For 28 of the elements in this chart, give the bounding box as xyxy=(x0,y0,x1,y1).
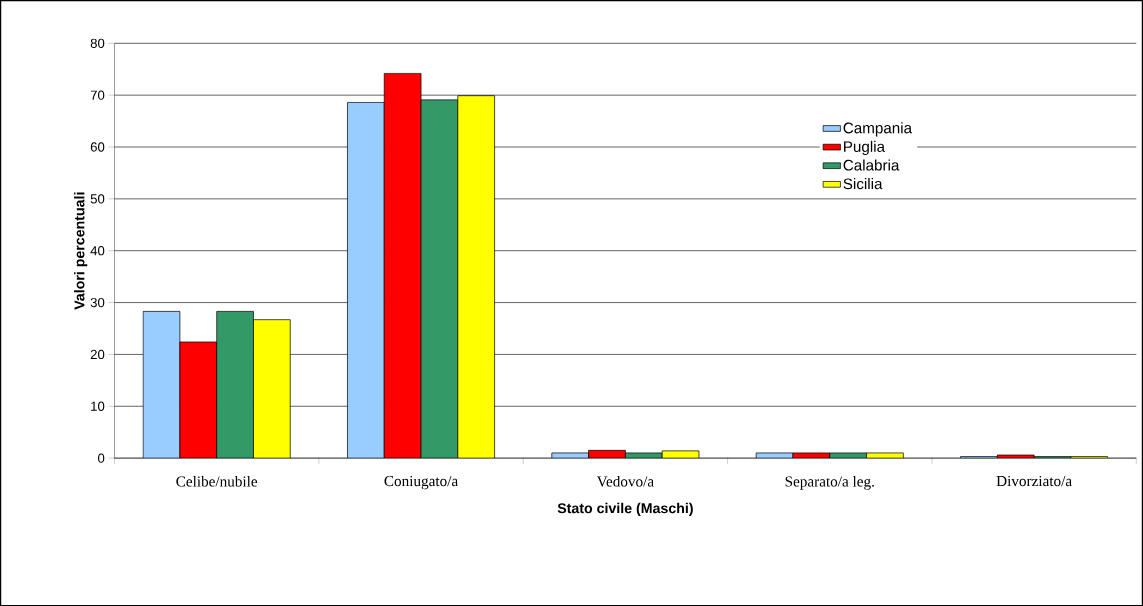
bar xyxy=(179,341,218,459)
y-tick-label: 20 xyxy=(90,349,105,359)
bar xyxy=(347,101,385,459)
bar xyxy=(383,72,422,459)
x-tick-label: Celibe/nubile xyxy=(176,475,258,487)
bar xyxy=(216,310,254,459)
bar xyxy=(253,319,291,459)
legend-label: Sicilia xyxy=(843,177,883,190)
y-tick-label: 0 xyxy=(98,453,105,463)
x-tick-label: Separato/a leg. xyxy=(785,475,874,490)
y-tick-label: 60 xyxy=(90,142,105,152)
y-tick-label: 40 xyxy=(90,245,105,256)
x-tick-label: Coniugato/a xyxy=(384,475,458,490)
x-axis-title: Stato civile (Maschi) xyxy=(557,502,693,516)
y-tick-label: 70 xyxy=(90,90,105,100)
legend-label: Puglia xyxy=(844,140,886,155)
y-tick-label: 80 xyxy=(90,38,105,48)
y-tick-label: 30 xyxy=(90,297,105,308)
y-tick-label: 10 xyxy=(91,401,105,411)
legend-label: Calabria xyxy=(843,159,900,171)
legend-label: Campania xyxy=(843,122,913,137)
y-tick-label: 50 xyxy=(90,194,105,204)
x-tick-label: Vedovo/a xyxy=(596,475,654,487)
y-axis-title: Valori percentuali xyxy=(74,192,88,310)
bar xyxy=(142,310,181,459)
bar xyxy=(457,95,495,459)
x-tick-label: Divorziato/a xyxy=(996,475,1072,487)
bar xyxy=(420,99,459,459)
